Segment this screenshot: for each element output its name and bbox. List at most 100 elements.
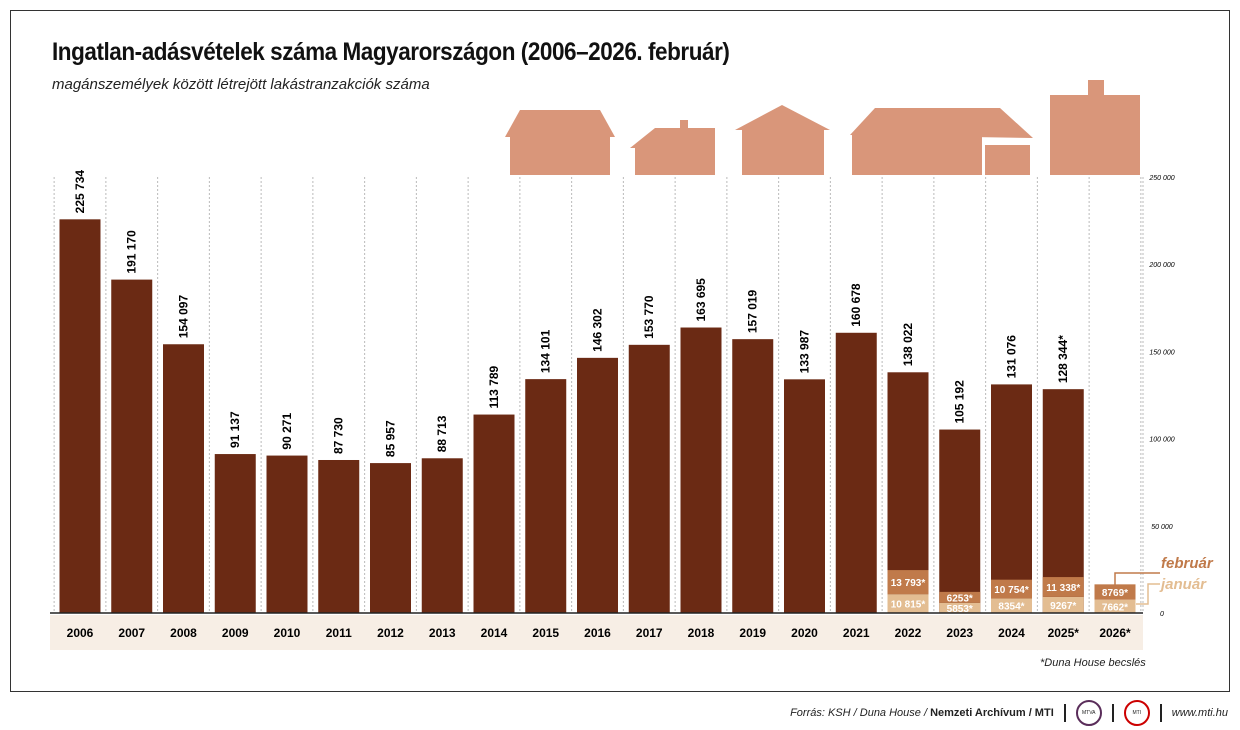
value-label: 85 957 <box>384 420 398 457</box>
house-illustrations <box>505 80 1140 175</box>
bar <box>784 379 825 613</box>
value-label: 134 101 <box>539 329 553 373</box>
value-label: 225 734 <box>73 170 87 214</box>
value-label: 91 137 <box>228 411 242 448</box>
bar <box>59 219 101 614</box>
x-tick-label: 2009 <box>222 626 249 640</box>
january-segment <box>1042 596 1084 613</box>
x-tick-label: 2016 <box>584 626 611 640</box>
y-tick-label: 200 000 <box>1148 262 1174 269</box>
february-segment <box>939 591 981 603</box>
x-tick-label: 2022 <box>895 626 922 640</box>
x-tick-label: 2008 <box>170 626 197 640</box>
house-icon <box>630 120 715 175</box>
value-label: 131 076 <box>1005 335 1019 379</box>
legend-line-february <box>1114 572 1160 585</box>
bar <box>991 384 1032 613</box>
february-segment <box>1094 584 1136 600</box>
value-label: 153 770 <box>642 295 656 339</box>
x-tick-label: 2018 <box>688 626 715 640</box>
mti-logo: MTI <box>1123 700 1150 726</box>
x-tick-label: 2020 <box>791 626 818 640</box>
y-tick-label: 100 000 <box>1149 437 1174 444</box>
x-tick-label: 2023 <box>946 626 973 640</box>
building-icon <box>1050 80 1140 175</box>
x-tick-label: 2011 <box>326 626 352 640</box>
value-label: 88 713 <box>435 415 449 452</box>
bar <box>214 454 256 613</box>
january-label: 8354* <box>998 602 1024 613</box>
value-label: 113 789 <box>487 366 501 409</box>
bar <box>577 357 618 613</box>
footer: Forrás: KSH / Duna House / Nemzeti Archí… <box>790 700 1228 726</box>
divider <box>1111 704 1114 722</box>
value-label: 138 022 <box>901 323 915 367</box>
x-tick-label: 2007 <box>118 626 145 640</box>
y-tick-label: 50 000 <box>1151 524 1173 531</box>
february-label: 6253* <box>947 593 973 604</box>
y-tick-label: 150 000 <box>1149 349 1174 356</box>
bar <box>939 429 981 613</box>
value-label: 128 344* <box>1056 335 1070 383</box>
bar <box>266 455 308 613</box>
bar <box>680 327 722 613</box>
x-tick-label: 2015 <box>532 626 559 640</box>
bar <box>628 344 670 613</box>
x-tick-label: 2021 <box>843 626 870 640</box>
y-tick-label: 250 000 <box>1148 175 1174 182</box>
chart-title: Ingatlan-adásvételek száma Magyarországo… <box>52 38 730 66</box>
bar <box>525 379 567 613</box>
x-tick-label: 2026* <box>1099 626 1131 640</box>
value-label: 163 695 <box>694 278 708 322</box>
value-label: 154 097 <box>177 295 191 339</box>
february-segment <box>887 570 929 595</box>
bar <box>1042 389 1084 613</box>
x-tick-label: 2025* <box>1048 626 1080 640</box>
january-label: 10 815* <box>891 600 926 611</box>
x-tick-label: 2010 <box>274 626 301 640</box>
x-tick-label: 2012 <box>377 626 404 640</box>
x-tick-label: 2017 <box>636 626 663 640</box>
bar <box>318 459 360 613</box>
bar <box>835 332 877 613</box>
source-text: Forrás: KSH / Duna House / Nemzeti Archí… <box>790 707 1054 719</box>
x-tick-label: 2006 <box>67 626 94 640</box>
x-tick-label: 2019 <box>739 626 766 640</box>
footnote: *Duna House becslés <box>1040 657 1146 669</box>
bar <box>163 344 204 613</box>
house-icon <box>505 110 615 175</box>
legend-february: február <box>1161 555 1214 572</box>
value-label: 105 192 <box>953 380 967 424</box>
y-tick-label: 0 <box>1160 611 1164 618</box>
january-segment <box>939 602 981 613</box>
value-label: 160 678 <box>849 283 863 327</box>
value-label: 191 170 <box>125 230 139 274</box>
january-label: 5853* <box>947 604 973 615</box>
frame <box>10 10 1230 692</box>
february-segment <box>1042 577 1084 597</box>
x-tick-label: 2013 <box>429 626 456 640</box>
x-tick-label: 2014 <box>481 626 508 640</box>
february-label: 10 754* <box>994 585 1029 596</box>
value-label: 133 987 <box>798 330 812 374</box>
value-label: 157 019 <box>746 289 760 333</box>
chart-subtitle: magánszemélyek között létrejött lakástra… <box>52 76 430 93</box>
february-label: 8769* <box>1102 588 1128 599</box>
house-icon <box>735 105 830 175</box>
january-segment <box>1094 599 1136 613</box>
bar <box>732 339 774 613</box>
legend-line-january <box>1136 583 1160 605</box>
february-segment <box>991 579 1032 599</box>
january-segment <box>887 594 929 613</box>
website-link[interactable]: www.mti.hu <box>1171 707 1228 719</box>
mtva-logo: MTVA <box>1075 700 1102 726</box>
divider <box>1063 704 1066 722</box>
january-label: 7662* <box>1102 602 1128 613</box>
february-label: 11 338* <box>1046 583 1080 594</box>
category-band <box>50 615 1143 650</box>
february-label: 13 793* <box>891 578 926 589</box>
january-segment <box>991 598 1032 613</box>
house-icon <box>850 108 1033 175</box>
